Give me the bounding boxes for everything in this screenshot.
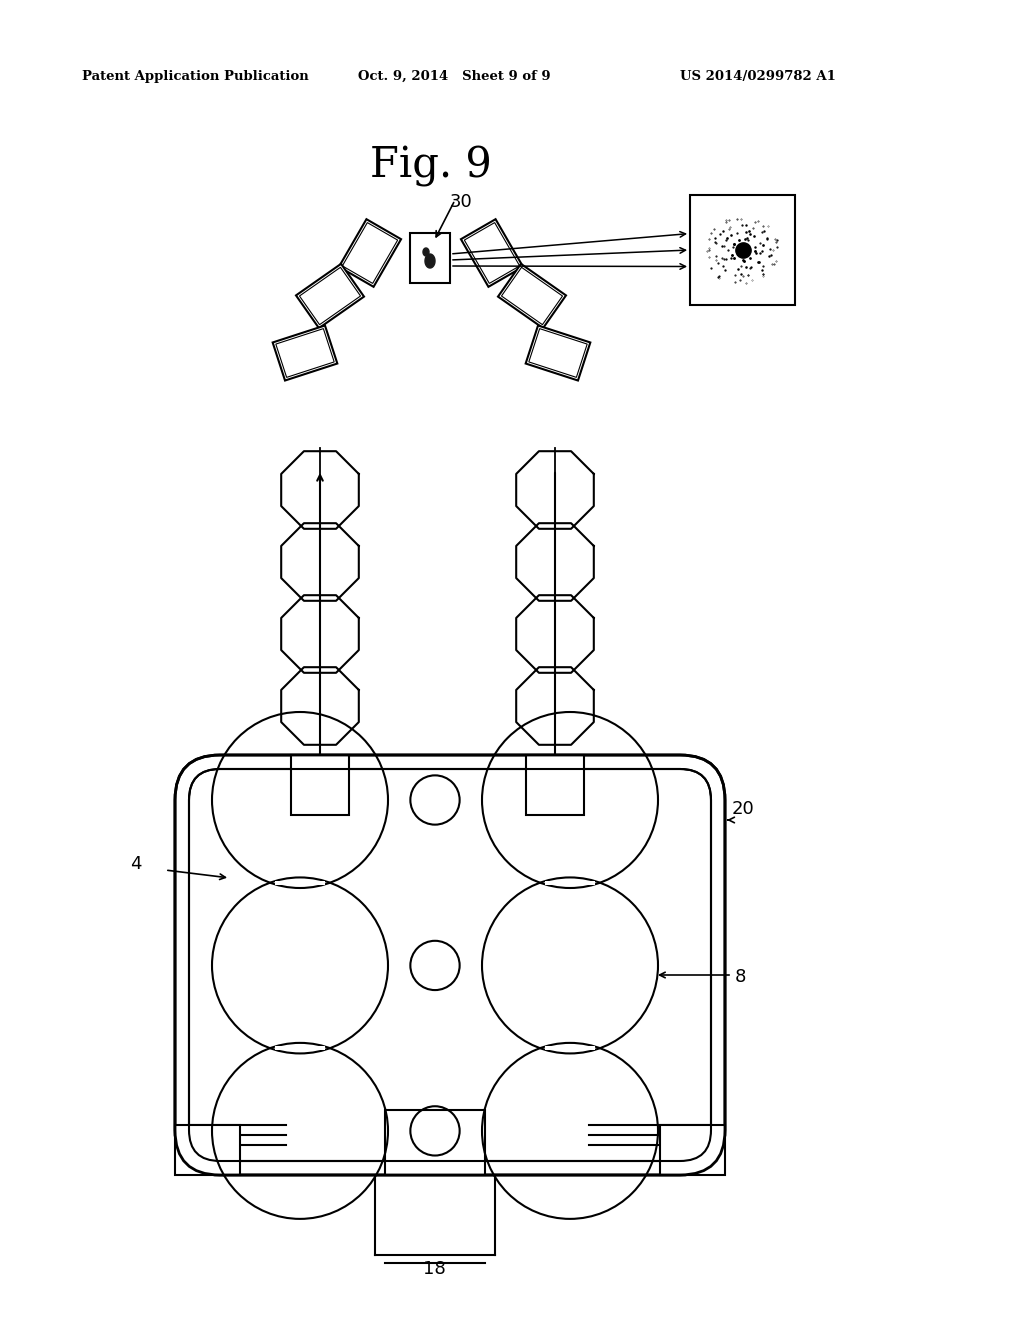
- Bar: [528, 329, 587, 378]
- Text: 20: 20: [732, 800, 755, 818]
- Bar: [660, 1125, 725, 1175]
- Text: 4: 4: [130, 855, 141, 873]
- Bar: [464, 223, 519, 284]
- Bar: [385, 1110, 485, 1175]
- Polygon shape: [423, 248, 429, 256]
- Bar: [461, 219, 523, 286]
- Bar: [339, 219, 401, 286]
- Bar: [546, 1047, 595, 1051]
- Text: Fig. 9: Fig. 9: [370, 145, 492, 187]
- Bar: [275, 1047, 325, 1051]
- Bar: [275, 329, 334, 378]
- Text: 8: 8: [735, 968, 746, 986]
- Bar: [275, 880, 325, 884]
- Bar: [690, 195, 795, 305]
- Text: Oct. 9, 2014   Sheet 9 of 9: Oct. 9, 2014 Sheet 9 of 9: [358, 70, 551, 83]
- Bar: [410, 234, 450, 282]
- Bar: [525, 326, 590, 380]
- Text: 30: 30: [450, 193, 473, 211]
- Polygon shape: [425, 253, 435, 268]
- FancyBboxPatch shape: [175, 755, 725, 1175]
- FancyBboxPatch shape: [189, 770, 711, 1162]
- Bar: [296, 264, 364, 329]
- Bar: [299, 268, 360, 325]
- Bar: [272, 326, 337, 380]
- Bar: [291, 755, 349, 814]
- Bar: [175, 1125, 240, 1175]
- Bar: [502, 268, 562, 325]
- Bar: [526, 755, 584, 814]
- Text: US 2014/0299782 A1: US 2014/0299782 A1: [680, 70, 836, 83]
- Bar: [546, 880, 595, 884]
- Bar: [498, 264, 566, 329]
- Bar: [342, 223, 397, 284]
- Text: Patent Application Publication: Patent Application Publication: [82, 70, 309, 83]
- Text: 18: 18: [423, 1261, 445, 1278]
